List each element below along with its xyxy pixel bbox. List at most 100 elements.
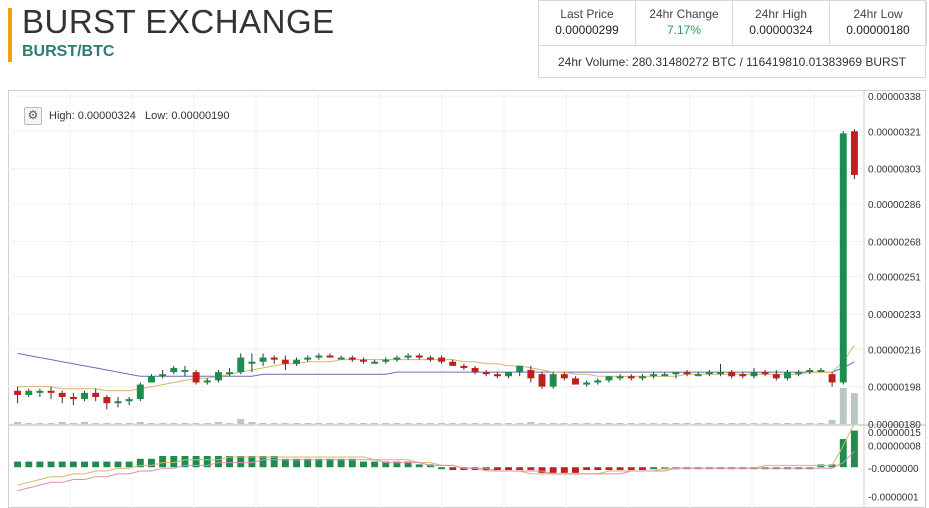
macd-histogram-bar <box>214 455 222 468</box>
chart-high-label: High: <box>49 110 75 122</box>
indicator-tick-label: -0.0000000 <box>868 464 919 475</box>
macd-histogram-bar <box>36 461 44 468</box>
volume-bar <box>92 422 100 424</box>
candle-up <box>638 376 646 379</box>
candle-up <box>148 376 155 383</box>
candle-down <box>281 359 289 364</box>
volume-bar <box>850 393 858 424</box>
macd-histogram-bar <box>304 458 312 468</box>
y-tick-label: 0.00000303 <box>868 165 921 176</box>
chart-high-low: High: 0.00000324 Low: 0.00000190 <box>49 110 229 122</box>
candle-up <box>694 374 702 377</box>
candle-up <box>404 355 412 358</box>
volume-bar <box>828 419 836 424</box>
candle-down <box>739 374 747 377</box>
indicator-tick-label: -0.0000001 <box>868 492 919 503</box>
candle-up <box>293 359 300 364</box>
candle-down <box>415 355 423 358</box>
volume-bar <box>560 422 568 424</box>
volume-bar <box>638 422 646 424</box>
candle-down <box>482 372 490 375</box>
volume-bar <box>192 422 200 424</box>
candle-down <box>360 359 367 362</box>
candle-down <box>47 390 55 393</box>
volume-bar <box>58 421 66 424</box>
stat-24hr-change: 24hr Change 7.17% <box>636 1 733 45</box>
stat-label: 24hr High <box>754 7 808 21</box>
candle-down <box>560 374 568 379</box>
candle-up <box>382 359 390 362</box>
volume-bar <box>806 422 814 424</box>
candle-up <box>750 372 758 377</box>
macd-histogram-bar <box>382 461 390 468</box>
macd-histogram-bar <box>326 458 334 468</box>
volume-bar <box>237 418 245 424</box>
candle-up <box>259 357 267 362</box>
macd-histogram-bar <box>505 467 512 471</box>
volume-bar <box>415 422 423 424</box>
candle-down <box>192 372 200 383</box>
y-tick-label: 0.00000198 <box>868 383 921 394</box>
candle-up <box>226 372 234 375</box>
candle-down <box>471 367 479 373</box>
volume-bar <box>661 422 669 424</box>
candle-down <box>627 376 635 379</box>
macd-histogram-bar <box>81 461 88 468</box>
volume-bar <box>404 422 412 424</box>
stat-label: Last Price <box>560 7 614 21</box>
macd-histogram-bar <box>293 458 300 468</box>
stat-label: 24hr Change <box>649 7 719 21</box>
macd-histogram-bar <box>638 467 646 471</box>
macd-histogram-bar <box>404 461 412 468</box>
macd-histogram-bar <box>583 467 591 471</box>
candle-up <box>583 382 591 385</box>
candle-up <box>839 133 847 383</box>
macd-histogram-bar <box>170 455 178 468</box>
volume-bar <box>348 422 356 424</box>
macd-histogram-bar <box>58 461 66 468</box>
macd-histogram-bar <box>226 455 234 468</box>
macd-histogram-bar <box>136 458 144 468</box>
candle-down <box>103 397 111 404</box>
macd-histogram-bar <box>438 467 446 470</box>
macd-histogram-bar <box>103 461 111 468</box>
macd-histogram-bar <box>516 467 524 471</box>
candle-up <box>371 361 379 364</box>
candle-up <box>549 374 557 387</box>
volume-bar <box>471 422 479 424</box>
candle-down <box>69 397 77 400</box>
candle-up <box>605 376 613 381</box>
candle-up <box>25 390 33 395</box>
volume-bar <box>817 422 825 424</box>
macd-histogram-bar <box>159 455 167 468</box>
volume-bar <box>538 422 546 424</box>
macd-histogram-bar <box>560 467 568 473</box>
volume-bar <box>705 422 713 424</box>
macd-histogram-bar <box>25 461 33 468</box>
macd-histogram-bar <box>47 461 55 468</box>
volume-bar <box>549 422 557 424</box>
gear-icon[interactable]: ⚙ <box>24 107 42 125</box>
chart-low-label: Low: <box>145 110 169 122</box>
candle-down <box>728 372 736 377</box>
volume-bar <box>259 422 267 424</box>
volume-bar <box>159 422 167 424</box>
volume-bar <box>125 422 133 424</box>
macd-histogram-bar <box>371 461 379 468</box>
candle-down <box>761 372 769 375</box>
volume-bar <box>761 422 769 424</box>
volume-bar <box>616 422 624 424</box>
candle-down <box>850 131 858 175</box>
volume-bar <box>839 388 847 424</box>
stat-last-price: Last Price 0.00000299 <box>539 1 636 45</box>
volume-bar <box>493 422 501 424</box>
y-tick-label: 0.00000286 <box>868 200 921 211</box>
macd-histogram-bar <box>125 461 133 468</box>
volume-bar <box>694 422 702 424</box>
macd-histogram-bar <box>348 458 356 468</box>
macd-histogram-bar <box>650 467 658 470</box>
candlestick-chart-svg[interactable]: 0.00000180 0.00000198 0.00000216 0.00000233… <box>8 90 926 508</box>
macd-histogram-bar <box>393 461 401 468</box>
page-title: BURST EXCHANGE <box>22 3 335 40</box>
price-chart[interactable]: 0.00000180 0.00000198 0.00000216 0.00000233… <box>8 90 926 508</box>
